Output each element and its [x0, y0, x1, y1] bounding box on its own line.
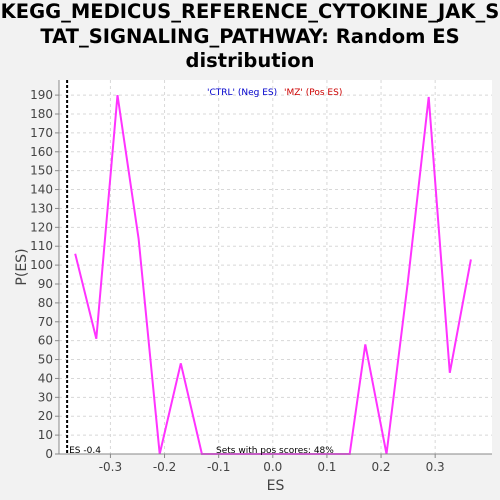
y-tick-label: 70 [38, 315, 53, 329]
plot-area [59, 80, 492, 454]
y-tick-label: 160 [30, 145, 53, 159]
y-tick-label: 150 [30, 164, 53, 178]
y-tick-label: 20 [38, 409, 53, 423]
y-tick-label: 50 [38, 353, 53, 367]
chart-title-line-3: distribution [185, 49, 315, 72]
x-tick-label: 0.2 [371, 460, 390, 474]
grid-lines [59, 80, 492, 455]
x-axis-label: ES [267, 478, 285, 494]
y-tick-label: 120 [30, 220, 53, 234]
es-marker-label: ES -0.4 [69, 446, 101, 456]
y-tick-label: 110 [30, 239, 53, 253]
y-tick-label: 30 [38, 390, 53, 404]
y-tick-label: 190 [30, 88, 53, 102]
x-tick-label: 0.3 [426, 460, 445, 474]
y-tick-label: 130 [30, 201, 53, 215]
y-tick-label: 40 [38, 371, 53, 385]
y-tick-label: 100 [30, 258, 53, 272]
y-tick-label: 60 [38, 334, 53, 348]
legend: 'CTRL' (Neg ES) 'MZ' (Pos ES) [207, 88, 342, 98]
legend-neg-label: 'CTRL' (Neg ES) [207, 88, 277, 98]
chart-title-line-2: TAT_SIGNALING_PATHWAY: Random ES [40, 24, 460, 48]
y-tick-label: 170 [30, 126, 53, 140]
y-tick-label: 90 [38, 277, 53, 291]
legend-pos-label: 'MZ' (Pos ES) [284, 88, 342, 98]
x-tick-label: -0.2 [153, 460, 176, 474]
y-tick-label: 180 [30, 107, 53, 121]
axes: 0 10 20 30 40 50 60 70 80 90 100 110 120 130 140 150 160… [30, 80, 492, 474]
x-tick-label: 0.0 [263, 460, 282, 474]
y-tick-label: 140 [30, 183, 53, 197]
y-tick-label: 0 [45, 447, 53, 461]
y-tick-label: 80 [38, 296, 53, 310]
x-tick-label: -0.1 [207, 460, 230, 474]
chart-title-line-1: KEGG_MEDICUS_REFERENCE_CYTOKINE_JAK_S [0, 0, 500, 23]
pos-scores-annotation: Sets with pos scores: 48% [216, 446, 334, 456]
chart-title: KEGG_MEDICUS_REFERENCE_CYTOKINE_JAK_S TA… [0, 0, 500, 74]
x-tick-label: -0.3 [99, 460, 122, 474]
y-axis-label: P(ES) [14, 248, 30, 285]
y-tick-label: 10 [38, 428, 53, 442]
x-tick-label: 0.1 [317, 460, 336, 474]
